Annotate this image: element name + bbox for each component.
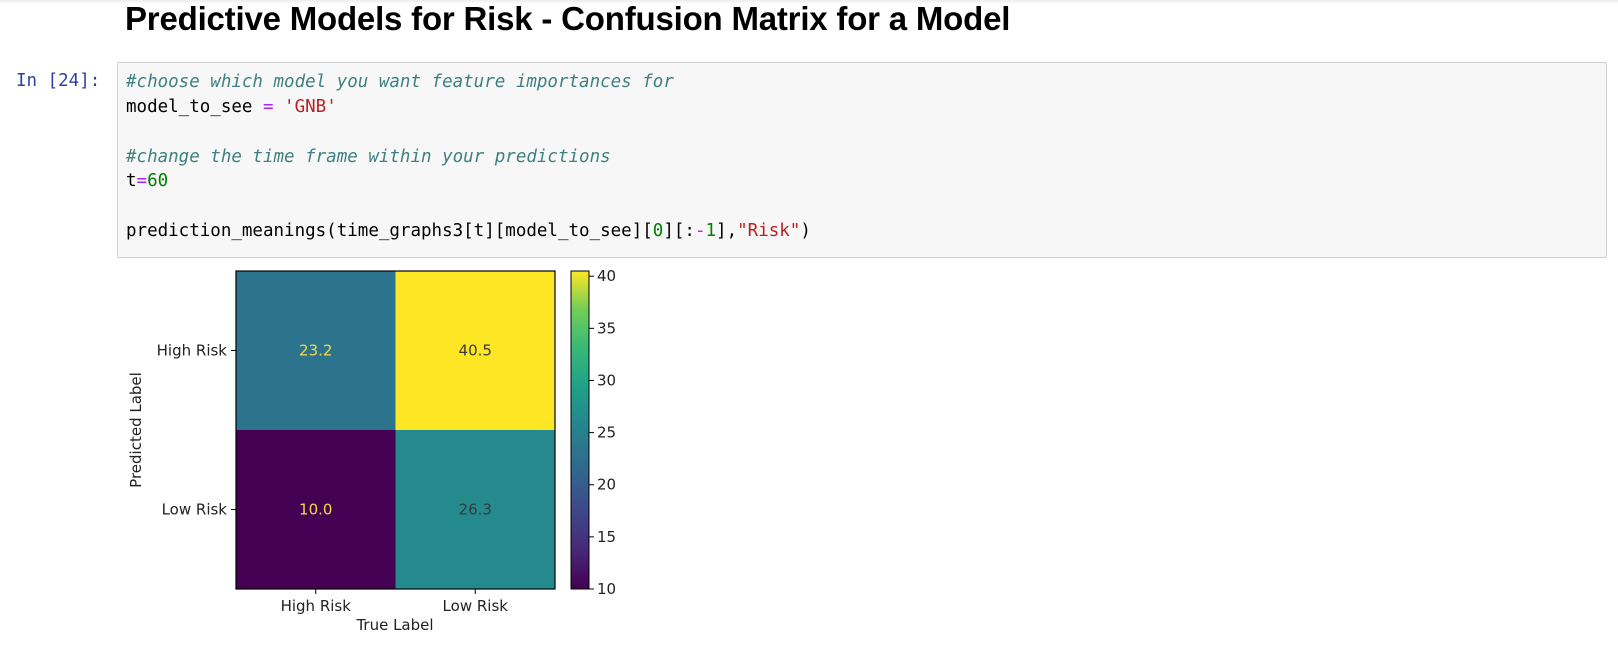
y-axis-label: Predicted Label xyxy=(127,372,145,488)
code-line-1[interactable]: #choose which model you want feature imp… xyxy=(126,71,674,93)
cell-value-label: 23.2 xyxy=(299,342,332,360)
code-operator: = xyxy=(252,97,285,117)
matrix-cell xyxy=(236,430,396,590)
colorbar-tick-label: 10 xyxy=(597,580,616,598)
code-operator: - xyxy=(694,221,706,241)
code-call: prediction_meanings(time_graphs3[t][mode… xyxy=(126,221,653,241)
code-line-5[interactable]: t=60 xyxy=(126,170,168,192)
matrix-cell xyxy=(395,430,556,590)
colorbar-tick-label: 30 xyxy=(597,371,616,389)
colorbar-tick-label: 25 xyxy=(597,424,616,442)
colorbar-tick-label: 20 xyxy=(597,476,616,494)
colorbar-tick-label: 15 xyxy=(597,528,616,546)
code-cell[interactable]: #choose which model you want feature imp… xyxy=(117,62,1607,258)
code-variable: model_to_see xyxy=(126,97,253,117)
code-variable: t xyxy=(126,171,137,191)
colorbar-tick-label: 35 xyxy=(597,319,616,337)
y-tick-label: Low Risk xyxy=(162,501,228,519)
page-title: Predictive Models for Risk - Confusion M… xyxy=(125,0,1011,37)
y-tick-label: High Risk xyxy=(157,342,228,360)
code-line-7[interactable]: prediction_meanings(time_graphs3[t][mode… xyxy=(126,220,811,242)
x-tick-label: High Risk xyxy=(281,597,352,615)
code-call: ], xyxy=(716,221,738,241)
x-axis-label: True Label xyxy=(355,616,433,634)
header-shadow xyxy=(0,0,1618,4)
code-line-2[interactable]: model_to_see = 'GNB' xyxy=(126,96,337,118)
x-tick-label: Low Risk xyxy=(443,597,509,615)
colorbar-tick-label: 40 xyxy=(597,267,616,285)
code-number: 1 xyxy=(705,221,717,241)
code-call: ) xyxy=(800,221,811,241)
matrix-frame xyxy=(235,270,556,590)
cell-value-label: 10.0 xyxy=(299,501,332,519)
cell-value-label: 40.5 xyxy=(459,342,492,360)
code-string: "Risk" xyxy=(737,221,801,241)
matrix-cell xyxy=(236,271,396,431)
cell-prompt: In [24]: xyxy=(16,71,101,91)
cell-value-label: 26.3 xyxy=(459,501,492,519)
code-call: ][: xyxy=(663,221,695,241)
code-comment: #choose which model you want feature imp… xyxy=(126,72,674,92)
code-comment: #change the time frame within your predi… xyxy=(126,147,611,167)
code-number: 60 xyxy=(147,171,169,191)
colorbar xyxy=(570,270,590,590)
confusion-matrix-chart: 23.2 40.5 10.0 26.3 High Risk Low Risk High … xyxy=(127,267,616,634)
code-operator: = xyxy=(136,171,148,191)
code-number: 0 xyxy=(652,221,664,241)
matrix-cell xyxy=(395,271,556,431)
code-string: 'GNB' xyxy=(284,97,337,117)
output-figure: 23.2 40.5 10.0 26.3 High Risk Low Risk High … xyxy=(117,262,677,662)
code-line-4[interactable]: #change the time frame within your predi… xyxy=(126,146,611,168)
